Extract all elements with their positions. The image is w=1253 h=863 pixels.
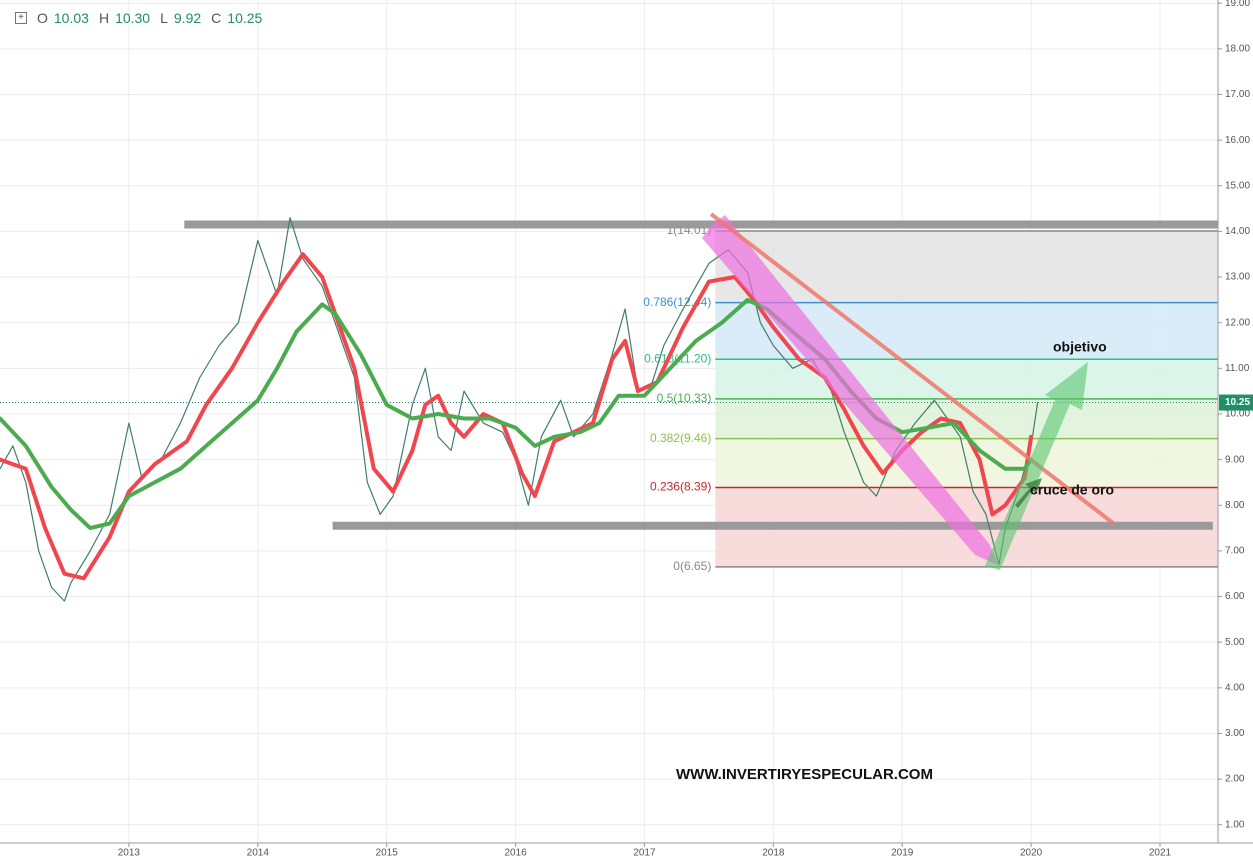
last-price-box [1219,394,1253,411]
ohlc-key: L [160,10,168,26]
down-arrow [702,215,998,565]
x-tick-label: 2016 [504,848,527,859]
y-tick-label: 5.00 [1225,637,1245,648]
last-price-label: 10.25 [1225,397,1250,408]
x-tick-label: 2020 [1020,848,1043,859]
fib-label: 0.236(8.39) [650,480,711,494]
y-tick-label: 12.00 [1225,317,1250,328]
fib-label: 0(6.65) [673,559,711,573]
series-line [0,252,1034,581]
x-tick-label: 2021 [1149,848,1172,859]
y-tick-label: 15.00 [1225,180,1250,191]
ohlc-value: 9.92 [173,10,202,26]
fib-label: 0.5(10.33) [657,391,712,405]
y-tick-label: 11.00 [1225,363,1250,374]
fib-zone [715,230,1218,303]
ohlc-key: H [98,10,110,26]
x-tick-label: 2019 [891,848,914,859]
ohlc-header: + O 10.03 H 10.30 L 9.92 C 10.25 [15,10,262,26]
y-tick-label: 4.00 [1225,682,1245,693]
x-tick-label: 2018 [762,848,785,859]
cross-arrow [1015,478,1042,508]
y-tick-label: 2.00 [1225,774,1245,785]
up-arrow [985,362,1088,570]
x-tick-label: 2017 [633,848,656,859]
ohlc-key: O [37,10,48,26]
y-tick-label: 13.00 [1225,272,1250,283]
ohlc-value: 10.30 [115,10,151,26]
fib-label: 0.382(9.46) [650,431,711,445]
y-tick-label: 7.00 [1225,546,1245,557]
y-tick-label: 16.00 [1225,135,1250,146]
y-tick-label: 17.00 [1225,89,1250,100]
x-tick-label: 2015 [376,848,399,859]
y-tick-label: 6.00 [1225,591,1245,602]
y-tick-label: 1.00 [1225,819,1245,830]
trend-line [709,212,1115,525]
y-tick-label: 19.00 [1225,0,1250,9]
annotation: objetivo [1053,339,1107,355]
y-tick-label: 10.00 [1225,409,1250,420]
y-tick-label: 8.00 [1225,500,1245,511]
y-tick-label: 3.00 [1225,728,1245,739]
y-tick-label: 14.00 [1225,226,1250,237]
ohlc-value: 10.25 [227,10,263,26]
watermark: WWW.INVERTIRYESPECULAR.COM [676,766,933,783]
ohlc-value: 10.03 [53,10,89,26]
y-tick-label: 18.00 [1225,43,1250,54]
annotation: cruce de oro [1030,482,1114,498]
x-tick-label: 2013 [118,848,141,859]
expand-icon[interactable]: + [15,12,27,24]
ohlc-key: C [211,10,222,26]
x-tick-label: 2014 [247,848,270,859]
y-tick-label: 9.00 [1225,454,1245,465]
